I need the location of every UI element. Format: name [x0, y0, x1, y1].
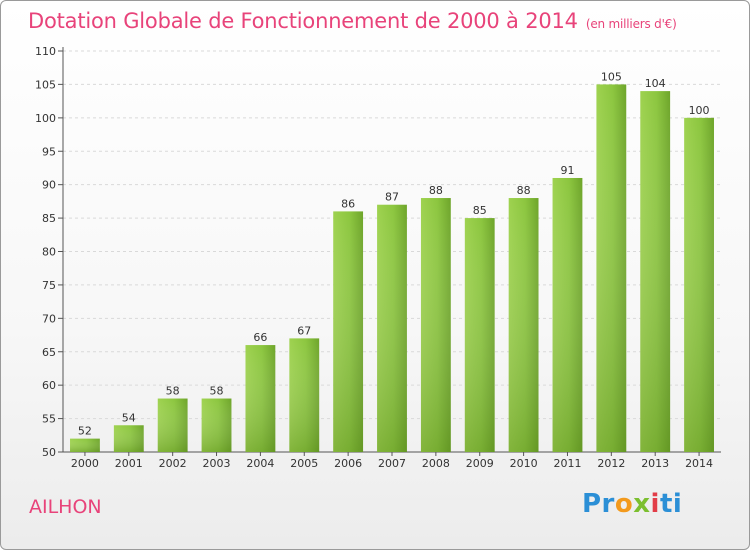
logo-part: ti — [659, 489, 683, 519]
logo-part: o — [614, 489, 634, 519]
bar-shade — [70, 438, 100, 452]
y-tick-label: 110 — [35, 45, 56, 58]
y-tick-label: 90 — [42, 179, 56, 192]
x-tick-label: 2009 — [466, 457, 494, 470]
bar-shade — [552, 177, 583, 452]
value-labels: 52 54 58 58 66 67 86 87 88 85 88 91 105 104 100 — [78, 70, 710, 437]
y-tick-label: 85 — [42, 212, 56, 225]
x-tick-label: 2013 — [641, 457, 669, 470]
bar-value-label: 67 — [297, 324, 311, 337]
logo-part: i — [650, 489, 660, 519]
logo-part: Pr — [582, 489, 615, 519]
bar-value-label: 58 — [166, 385, 180, 398]
bar-shade — [245, 345, 276, 452]
bar-value-label: 54 — [122, 411, 136, 424]
bar-value-label: 88 — [429, 184, 443, 197]
bar-shade — [289, 338, 320, 452]
x-tick-label: 2011 — [553, 457, 581, 470]
bars — [70, 84, 714, 453]
bar-value-label: 87 — [385, 191, 399, 204]
x-tick-label: 2014 — [685, 457, 713, 470]
bar-shade — [508, 198, 539, 452]
bar-shade — [596, 84, 627, 453]
bar-shade — [640, 91, 671, 452]
y-tick-label: 70 — [42, 312, 56, 325]
bar-shade — [333, 211, 364, 452]
bar-value-label: 52 — [78, 425, 92, 438]
x-tick-label: 2002 — [159, 457, 187, 470]
bar-value-label: 105 — [601, 70, 622, 83]
bar-shade — [420, 198, 451, 452]
y-tick-label: 50 — [42, 446, 56, 459]
y-tick-label: 75 — [42, 279, 56, 292]
x-tick-label: 2012 — [597, 457, 625, 470]
y-tick-labels: 50 55 60 65 70 75 80 85 90 95 100 105 110 — [35, 45, 56, 459]
commune-name: AILHON — [29, 496, 102, 518]
x-tick-label: 2003 — [203, 457, 231, 470]
x-tick-labels: 2000 2001 2002 2003 2004 2005 2006 2007 2008 2009… — [71, 457, 713, 470]
chart-subtitle: (en milliers d'€) — [585, 17, 677, 31]
y-tick-label: 65 — [42, 346, 56, 359]
title-text: Dotation Globale de Fonctionnement de 20… — [28, 9, 578, 33]
x-tick-label: 2008 — [422, 457, 450, 470]
x-tick-label: 2010 — [510, 457, 538, 470]
x-tick-label: 2000 — [71, 457, 99, 470]
bar-value-label: 88 — [517, 184, 531, 197]
bar-shade — [684, 117, 714, 452]
logo-part: x — [633, 489, 651, 519]
bar-value-label: 100 — [689, 104, 710, 117]
proxiti-logo: Proxiti — [582, 489, 682, 519]
y-tick-label: 60 — [42, 379, 56, 392]
bar-value-label: 66 — [253, 331, 267, 344]
y-tick-label: 55 — [42, 413, 56, 426]
bar-value-label: 91 — [560, 164, 574, 177]
bar-value-label: 85 — [473, 204, 487, 217]
bar-value-label: 86 — [341, 197, 355, 210]
bar-shade — [113, 425, 144, 452]
y-tick-label: 100 — [35, 112, 56, 125]
y-tick-label: 95 — [42, 145, 56, 158]
x-tick-label: 2005 — [290, 457, 318, 470]
y-tick-label: 80 — [42, 246, 56, 259]
chart-title: Dotation Globale de Fonctionnement de 20… — [28, 9, 677, 33]
bar-value-label: 104 — [645, 77, 666, 90]
bar-shade — [377, 204, 407, 452]
x-tick-label: 2001 — [115, 457, 143, 470]
bar-shade — [157, 398, 188, 452]
x-tick-label: 2006 — [334, 457, 362, 470]
x-tick-label: 2007 — [378, 457, 406, 470]
bar-shade — [201, 398, 232, 452]
y-tick-label: 105 — [35, 78, 56, 91]
bar-shade — [464, 218, 495, 452]
x-tick-label: 2004 — [246, 457, 274, 470]
bar-value-label: 58 — [210, 385, 224, 398]
